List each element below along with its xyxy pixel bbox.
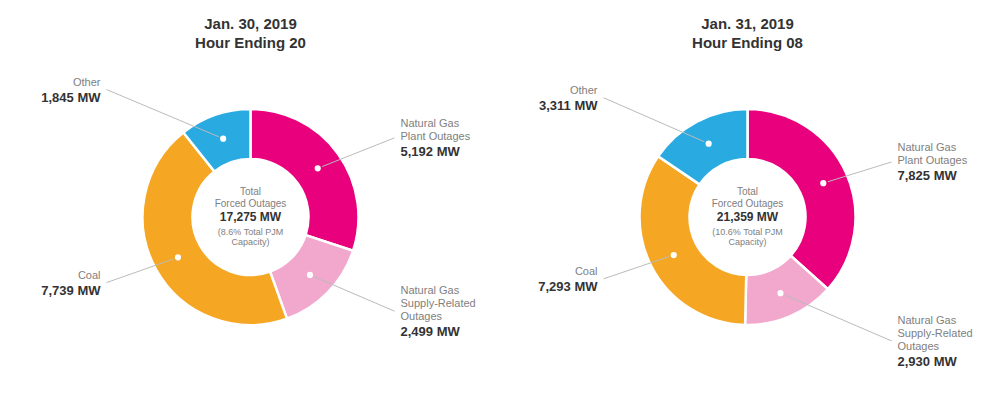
svg-text:2,499 MW: 2,499 MW xyxy=(401,324,461,339)
html-text:17,275 MW: 17,275 MW xyxy=(219,210,282,225)
html-text:Forced Outages: Forced Outages xyxy=(214,197,287,209)
html-text:(10.6% Total PJM: (10.6% Total PJM xyxy=(712,227,783,237)
html-text:Capacity): Capacity) xyxy=(728,237,767,248)
html-text:(8.6% Total PJM: (8.6% Total PJM xyxy=(217,227,284,237)
html-text:Total: Total xyxy=(239,186,262,198)
svg-text:7,739 MW: 7,739 MW xyxy=(41,283,101,298)
svg-text:3,311 MW: 3,311 MW xyxy=(539,98,598,113)
svg-text:Coal: Coal xyxy=(575,265,598,277)
svg-text:5,192 MW: 5,192 MW xyxy=(401,144,461,159)
svg-text:Natural GasPlant Outages: Natural GasPlant Outages xyxy=(401,117,471,142)
svg-text:1,845 MW: 1,845 MW xyxy=(41,90,101,105)
html-text:Jan. 31, 2019: Jan. 31, 2019 xyxy=(701,15,794,32)
html-text:Total: Total xyxy=(736,186,759,198)
svg-text:2,930 MW: 2,930 MW xyxy=(898,354,958,369)
html-text:Hour Ending 20: Hour Ending 20 xyxy=(195,34,306,51)
svg-text:Other: Other xyxy=(73,76,101,88)
html-text:Forced Outages: Forced Outages xyxy=(711,197,784,209)
html-text:Jan. 30, 2019: Jan. 30, 2019 xyxy=(204,15,297,32)
html-text:Hour Ending 08: Hour Ending 08 xyxy=(692,34,803,51)
svg-text:7,825 MW: 7,825 MW xyxy=(898,168,958,183)
svg-text:Natural GasPlant Outages: Natural GasPlant Outages xyxy=(898,141,968,166)
html-text:Capacity): Capacity) xyxy=(231,237,270,248)
svg-text:Other: Other xyxy=(570,84,598,96)
svg-text:Natural GasSupply-RelatedOutag: Natural GasSupply-RelatedOutages xyxy=(401,284,476,322)
html-text:21,359 MW: 21,359 MW xyxy=(716,210,779,225)
svg-text:Natural GasSupply-RelatedOutag: Natural GasSupply-RelatedOutages xyxy=(898,314,973,352)
svg-text:7,293 MW: 7,293 MW xyxy=(538,279,598,294)
svg-text:Coal: Coal xyxy=(78,269,101,281)
